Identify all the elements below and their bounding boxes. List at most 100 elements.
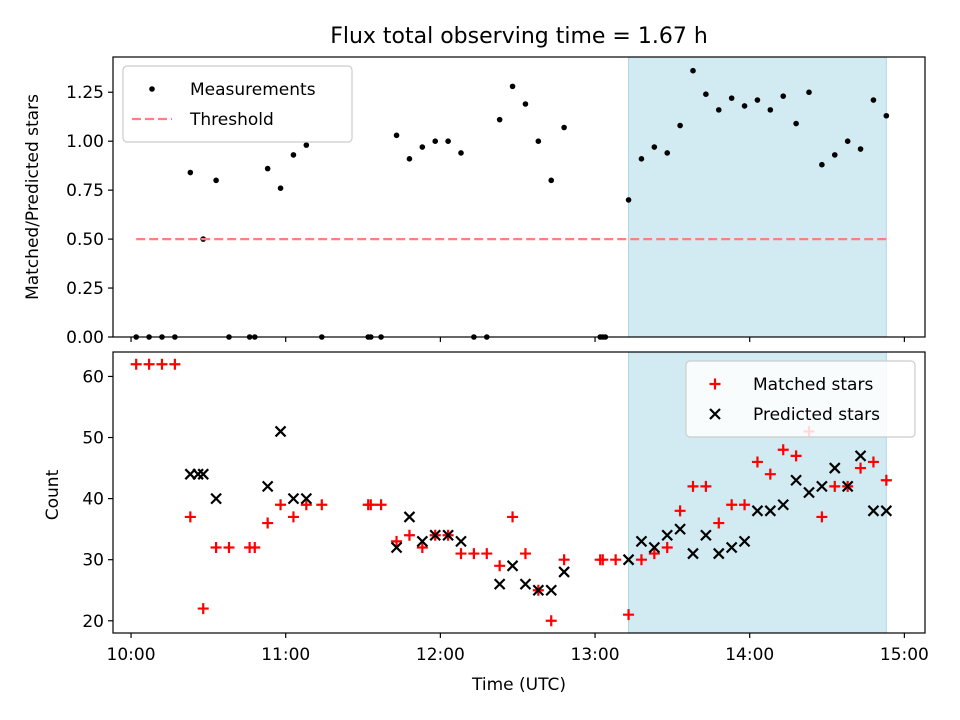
predicted-stars-point [274,425,287,438]
predicted-stars-point [622,553,635,566]
x-tick-label: 12:00 [416,645,465,665]
predicted-stars-point [648,541,661,554]
matched-stars-point [275,499,287,511]
bottom-y-axis: 20 30 40 50 60 [82,367,113,632]
x-tick-label: 13:00 [571,645,620,665]
measurement-point [728,95,735,101]
measurement-point [664,150,671,156]
predicted-stars-point [751,505,764,517]
matched-stars-point [597,554,609,566]
top-x-axis-ticks [130,337,905,342]
predicted-stars-point [635,535,648,548]
matched-stars-point [156,358,168,370]
matched-stars-point [726,499,738,511]
matched-stars-point [455,548,467,560]
predicted-stars-point [390,541,403,554]
matched-stars-point [223,541,235,553]
predicted-stars-point [261,480,274,493]
measurement-point [419,144,426,150]
measurement-point [638,156,645,162]
measurement-point [509,83,516,90]
measurement-point [767,107,774,113]
y-tick-label: 20 [82,612,104,632]
measurement-point [432,138,439,144]
matched-stars-point [661,541,673,553]
y-tick-label: 0.50 [66,230,104,250]
y-tick-label: 50 [82,429,104,449]
predicted-stars-point [210,492,222,505]
measurement-point [458,150,464,156]
predicted-stars-point [661,529,673,542]
measurement-point [561,124,567,131]
bottom-data-marks [130,358,893,627]
predicted-stars-point [197,468,209,480]
predicted-stars-point [700,529,712,542]
x-tick-label: 10:00 [107,645,156,665]
x-axis-label: Time (UTC) [471,675,566,695]
predicted-stars-point [545,584,557,597]
highlight-span-rect [628,56,887,338]
matched-stars-point [403,529,415,541]
measurement-point [754,97,761,103]
measurement-point [703,91,709,98]
y-tick-label: 30 [82,551,104,571]
measurement-point [548,177,555,184]
predicted-stars-point [841,480,854,493]
measurement-point [690,67,696,74]
matched-stars-point [739,499,751,511]
measurement-point [831,152,838,158]
predicted-stars-point [829,462,841,474]
matched-stars-point [365,499,377,511]
measurement-point [264,165,271,172]
axes-frame [112,351,926,634]
measurement-point [277,185,284,191]
measurement-point [625,197,632,203]
predicted-stars-point [790,474,802,487]
measurement-point [857,146,864,152]
matched-stars-point [262,517,274,529]
measurement-point [715,107,722,113]
matched-stars-point [169,358,181,370]
y-tick-label: 1.00 [66,132,104,152]
matched-stars-point [790,450,802,462]
legend-label: Threshold [189,110,274,130]
matched-stars-point [391,535,403,547]
measurement-point [870,97,877,103]
chart-title: Flux total observing time = 1.67 h [330,24,708,49]
predicted-stars-point [287,492,300,505]
predicted-stars-point [816,480,828,493]
predicted-stars-point [725,541,738,554]
predicted-stars-point [403,511,416,523]
matched-stars-point [674,505,686,517]
y-tick-label: 1.25 [66,83,104,103]
matched-stars-point [287,511,299,523]
predicted-stars-point [416,535,429,548]
measurement-point [187,169,194,176]
top-legend: Measurements Threshold [122,65,353,143]
top-y-axis: 0.00 0.25 0.50 0.75 1.00 1.25 [66,83,113,348]
matched-stars-point [687,480,699,492]
predicted-stars-point [429,529,441,542]
predicted-stars-point [777,498,789,511]
legend-label: Predicted stars [753,405,880,425]
y-tick-label: 0.25 [66,279,104,299]
legend-marker-x [709,408,721,420]
measurement-point [844,138,851,144]
measurement-point [806,89,812,96]
matched-stars-point [545,615,557,627]
legend-marker-dot [149,86,155,92]
measurement-point [780,93,787,99]
matched-stars-point [764,468,776,480]
matched-stars-point [816,511,828,523]
matched-stars-point [519,548,531,560]
matched-stars-point [300,499,312,511]
y-tick-label: 40 [82,490,104,510]
top-panel: 0.00 0.25 0.50 0.75 1.00 1.25 Flux total obse… [23,24,926,348]
measurement-point [290,152,297,158]
legend-box [122,65,353,143]
matched-stars-point [880,474,892,486]
matched-stars-point [130,358,142,370]
measurement-point [535,138,542,144]
y-tick-label: 0.00 [66,328,104,348]
